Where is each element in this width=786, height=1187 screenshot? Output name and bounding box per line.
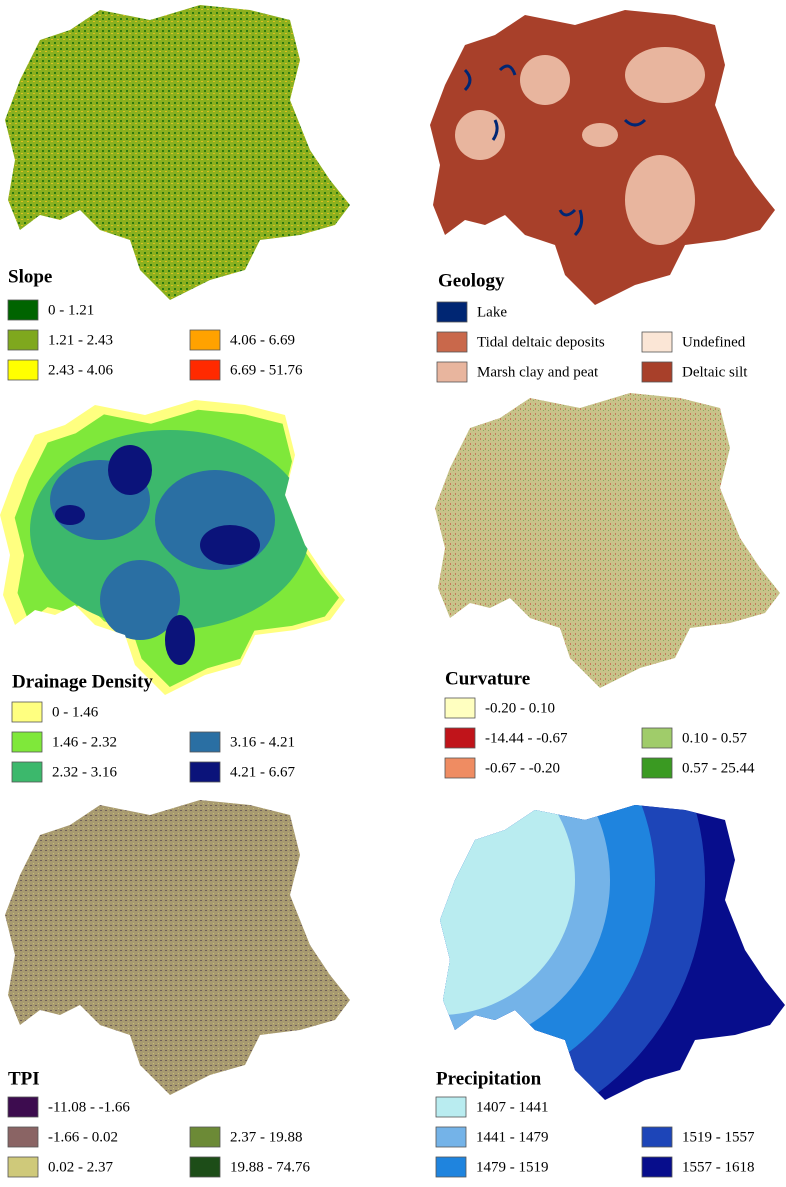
slope-map <box>5 5 350 300</box>
legend-swatch <box>641 1156 673 1178</box>
panel-title: Precipitation <box>436 1068 542 1089</box>
legend-swatch <box>444 727 476 749</box>
legend-swatch <box>189 359 221 381</box>
legend-swatch <box>7 1126 39 1148</box>
legend-swatch <box>641 361 673 383</box>
geology-map <box>430 10 775 305</box>
legend-swatch <box>7 1156 39 1178</box>
legend-label: Lake <box>477 304 507 320</box>
legend-label: 1557 - 1618 <box>682 1159 755 1175</box>
curvature-map <box>435 393 780 688</box>
drainage-map <box>0 400 345 695</box>
legend-label: 0.02 - 2.37 <box>48 1159 113 1175</box>
legend-label: 2.37 - 19.88 <box>230 1129 303 1145</box>
legend-swatch <box>7 299 39 321</box>
legend-swatch <box>435 1126 467 1148</box>
legend-label: -0.20 - 0.10 <box>485 700 555 716</box>
legend-label: 1407 - 1441 <box>476 1099 549 1115</box>
legend-label: Undefined <box>682 334 746 350</box>
legend-swatch <box>444 757 476 779</box>
legend-label: -1.66 - 0.02 <box>48 1129 118 1145</box>
panel-title: Curvature <box>445 668 530 689</box>
legend-swatch <box>189 761 221 783</box>
legend-label: -14.44 - -0.67 <box>485 730 568 746</box>
legend-label: 0.10 - 0.57 <box>682 730 747 746</box>
legend-label: 2.43 - 4.06 <box>48 362 113 378</box>
legend-swatch <box>189 731 221 753</box>
legend-swatch <box>444 697 476 719</box>
legends: Slope 0 - 1.21 1.21 - 2.43 2.43 - 4.06 4.06 … <box>7 266 755 1178</box>
legend-label: -0.67 - -0.20 <box>485 760 560 776</box>
legend-label: 0.57 - 25.44 <box>682 760 755 776</box>
panel-title: Drainage Density <box>12 671 153 692</box>
legend-swatch <box>189 1156 221 1178</box>
legend-swatch <box>436 331 468 353</box>
legend-label: 1441 - 1479 <box>476 1129 549 1145</box>
maps <box>0 5 785 1100</box>
legend-swatch <box>7 359 39 381</box>
legend-label: 1479 - 1519 <box>476 1159 549 1175</box>
panel-title: Slope <box>8 266 52 287</box>
tpi-map <box>5 800 350 1095</box>
legend-swatch <box>189 1126 221 1148</box>
panel-title: Geology <box>438 270 505 291</box>
legend-label: 4.06 - 6.69 <box>230 332 295 348</box>
legend-label: -11.08 - -1.66 <box>48 1099 130 1115</box>
legend-label: 1.46 - 2.32 <box>52 734 117 750</box>
legend-label: Marsh clay and peat <box>477 364 599 380</box>
legend-label: 0 - 1.21 <box>48 302 94 318</box>
legend-label: 1.21 - 2.43 <box>48 332 113 348</box>
legend-swatch <box>189 329 221 351</box>
legend-label: Deltaic silt <box>682 364 748 380</box>
legend-swatch <box>11 701 43 723</box>
legend-swatch <box>435 1156 467 1178</box>
legend-swatch <box>7 1096 39 1118</box>
legend-swatch <box>641 1126 673 1148</box>
legend-swatch <box>436 301 468 323</box>
legend-label: 0 - 1.46 <box>52 704 99 720</box>
panel-title: TPI <box>8 1068 40 1089</box>
legend-label: 19.88 - 74.76 <box>230 1159 310 1175</box>
legend-swatch <box>641 727 673 749</box>
legend-label: 6.69 - 51.76 <box>230 362 303 378</box>
legend-swatch <box>11 761 43 783</box>
legend-swatch <box>436 361 468 383</box>
legend-swatch <box>7 329 39 351</box>
legend-label: 4.21 - 6.67 <box>230 764 295 780</box>
legend-swatch <box>435 1096 467 1118</box>
legend-swatch <box>641 331 673 353</box>
legend-swatch <box>11 731 43 753</box>
legend-label: Tidal deltaic deposits <box>477 334 605 350</box>
legend-label: 1519 - 1557 <box>682 1129 755 1145</box>
legend-label: 2.32 - 3.16 <box>52 764 117 780</box>
legend-label: 3.16 - 4.21 <box>230 734 295 750</box>
legend-swatch <box>641 757 673 779</box>
